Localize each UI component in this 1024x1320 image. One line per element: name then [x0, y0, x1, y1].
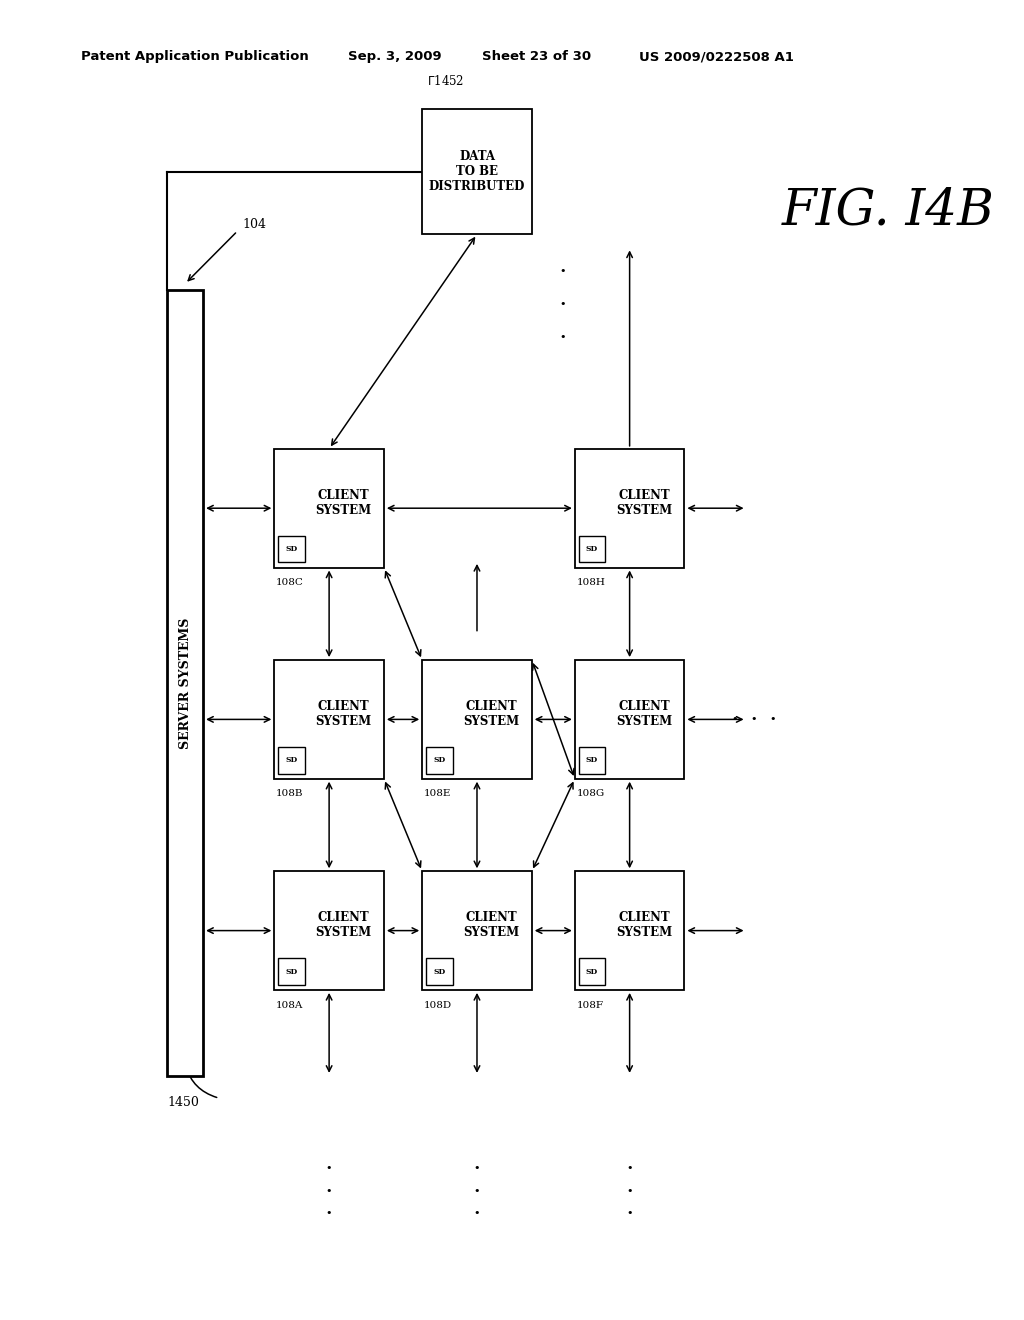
Text: SD: SD [433, 968, 445, 975]
Bar [422, 660, 531, 779]
Text: 108B: 108B [276, 789, 304, 799]
Bar [167, 290, 203, 1076]
Text: FIG. I4B: FIG. I4B [782, 186, 995, 236]
Text: 108G: 108G [577, 789, 605, 799]
Bar [426, 747, 453, 774]
Text: SD: SD [586, 968, 598, 975]
Bar [579, 747, 605, 774]
Bar [574, 449, 684, 568]
Text: •: • [769, 714, 776, 725]
Text: •: • [559, 265, 566, 276]
Text: 1450: 1450 [167, 1096, 199, 1109]
Text: •: • [627, 1163, 633, 1173]
Text: CLIENT
SYSTEM: CLIENT SYSTEM [315, 488, 372, 517]
Text: SD: SD [586, 756, 598, 764]
Bar [574, 660, 684, 779]
Text: 108H: 108H [577, 578, 605, 587]
Text: SD: SD [286, 756, 298, 764]
Text: •: • [474, 1163, 480, 1173]
Text: CLIENT
SYSTEM: CLIENT SYSTEM [463, 911, 519, 940]
Text: •: • [326, 1208, 333, 1218]
Bar [274, 449, 384, 568]
Text: CLIENT
SYSTEM: CLIENT SYSTEM [615, 700, 672, 729]
Bar [579, 536, 605, 562]
Text: CLIENT
SYSTEM: CLIENT SYSTEM [615, 488, 672, 517]
Text: US 2009/0222508 A1: US 2009/0222508 A1 [639, 50, 794, 63]
Text: •: • [326, 1185, 333, 1196]
Text: SD: SD [586, 545, 598, 553]
Text: 108F: 108F [577, 1001, 604, 1010]
Bar [279, 747, 305, 774]
Text: •: • [731, 714, 738, 725]
Text: Patent Application Publication: Patent Application Publication [81, 50, 309, 63]
Text: CLIENT
SYSTEM: CLIENT SYSTEM [315, 700, 372, 729]
Text: •: • [627, 1208, 633, 1218]
Text: •: • [627, 1185, 633, 1196]
Bar [274, 660, 384, 779]
Text: 108D: 108D [424, 1001, 453, 1010]
Bar [279, 958, 305, 985]
Text: SD: SD [286, 545, 298, 553]
Bar [426, 958, 453, 985]
Text: DATA
TO BE
DISTRIBUTED: DATA TO BE DISTRIBUTED [429, 150, 525, 193]
Text: •: • [559, 331, 566, 342]
Text: 104: 104 [243, 218, 266, 231]
Text: SD: SD [433, 756, 445, 764]
Text: Sep. 3, 2009: Sep. 3, 2009 [348, 50, 441, 63]
Text: CLIENT
SYSTEM: CLIENT SYSTEM [463, 700, 519, 729]
Text: •: • [751, 714, 757, 725]
Text: CLIENT
SYSTEM: CLIENT SYSTEM [615, 911, 672, 940]
Text: CLIENT
SYSTEM: CLIENT SYSTEM [315, 911, 372, 940]
Text: •: • [474, 1185, 480, 1196]
Bar [574, 871, 684, 990]
Text: SD: SD [286, 968, 298, 975]
Text: $\mathsf{\Gamma}$1452: $\mathsf{\Gamma}$1452 [427, 74, 464, 87]
Bar [279, 536, 305, 562]
Text: •: • [474, 1208, 480, 1218]
Bar [422, 110, 531, 235]
Text: •: • [326, 1163, 333, 1173]
Text: •: • [559, 298, 566, 309]
Bar [422, 871, 531, 990]
Text: Sheet 23 of 30: Sheet 23 of 30 [481, 50, 591, 63]
Bar [579, 958, 605, 985]
Bar [274, 871, 384, 990]
Text: 108C: 108C [276, 578, 304, 587]
Text: SERVER SYSTEMS: SERVER SYSTEMS [178, 618, 191, 748]
Text: 108E: 108E [424, 789, 452, 799]
Text: 108A: 108A [276, 1001, 303, 1010]
